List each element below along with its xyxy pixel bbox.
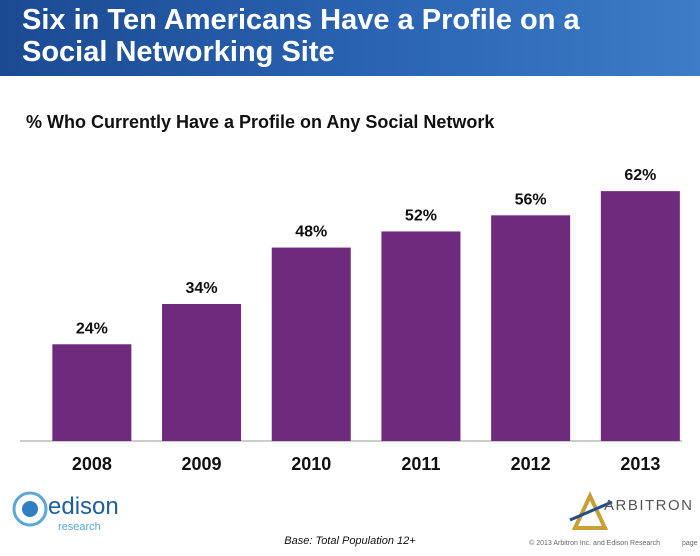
x-tick-label: 2012	[511, 454, 551, 474]
edison-logo: edison research	[12, 491, 119, 533]
arbitron-logo: ARBITRON	[569, 491, 694, 530]
logo-ring	[12, 491, 48, 527]
logo-text: ARBITRON	[604, 497, 694, 514]
chart-subtitle: % Who Currently Have a Profile on Any So…	[26, 112, 495, 132]
bar	[52, 344, 132, 441]
bar	[162, 303, 242, 441]
header-banner: Six in Ten Americans Have a Profile on a…	[0, 0, 700, 76]
x-tick-label: 2013	[620, 454, 660, 474]
page-label: page	[682, 540, 698, 547]
logo-swoosh	[569, 500, 613, 522]
bar	[491, 215, 571, 441]
value-label: 62%	[624, 167, 656, 184]
x-tick-label: 2008	[72, 454, 112, 474]
value-label: 24%	[76, 320, 108, 337]
copyright: © 2013 Arbitron Inc. and Edison Research	[529, 539, 660, 547]
value-label: 56%	[515, 191, 547, 208]
chart-title: Six in Ten Americans Have a Profile on a…	[22, 4, 580, 68]
base-note: Base: Total Population 12+	[284, 535, 416, 547]
value-label: 48%	[295, 224, 327, 241]
bar	[271, 247, 351, 441]
value-label: 34%	[186, 280, 218, 297]
bar	[600, 191, 680, 441]
x-tick-label: 2010	[291, 454, 331, 474]
x-tick-label: 2009	[182, 454, 222, 474]
bar	[381, 231, 461, 441]
logo-dot	[22, 501, 38, 517]
logo-text: edison	[48, 493, 119, 520]
x-tick-label: 2011	[401, 454, 440, 474]
logo-triangle	[571, 491, 609, 530]
value-label: 52%	[405, 207, 437, 224]
logo-subtext: research	[58, 521, 101, 533]
